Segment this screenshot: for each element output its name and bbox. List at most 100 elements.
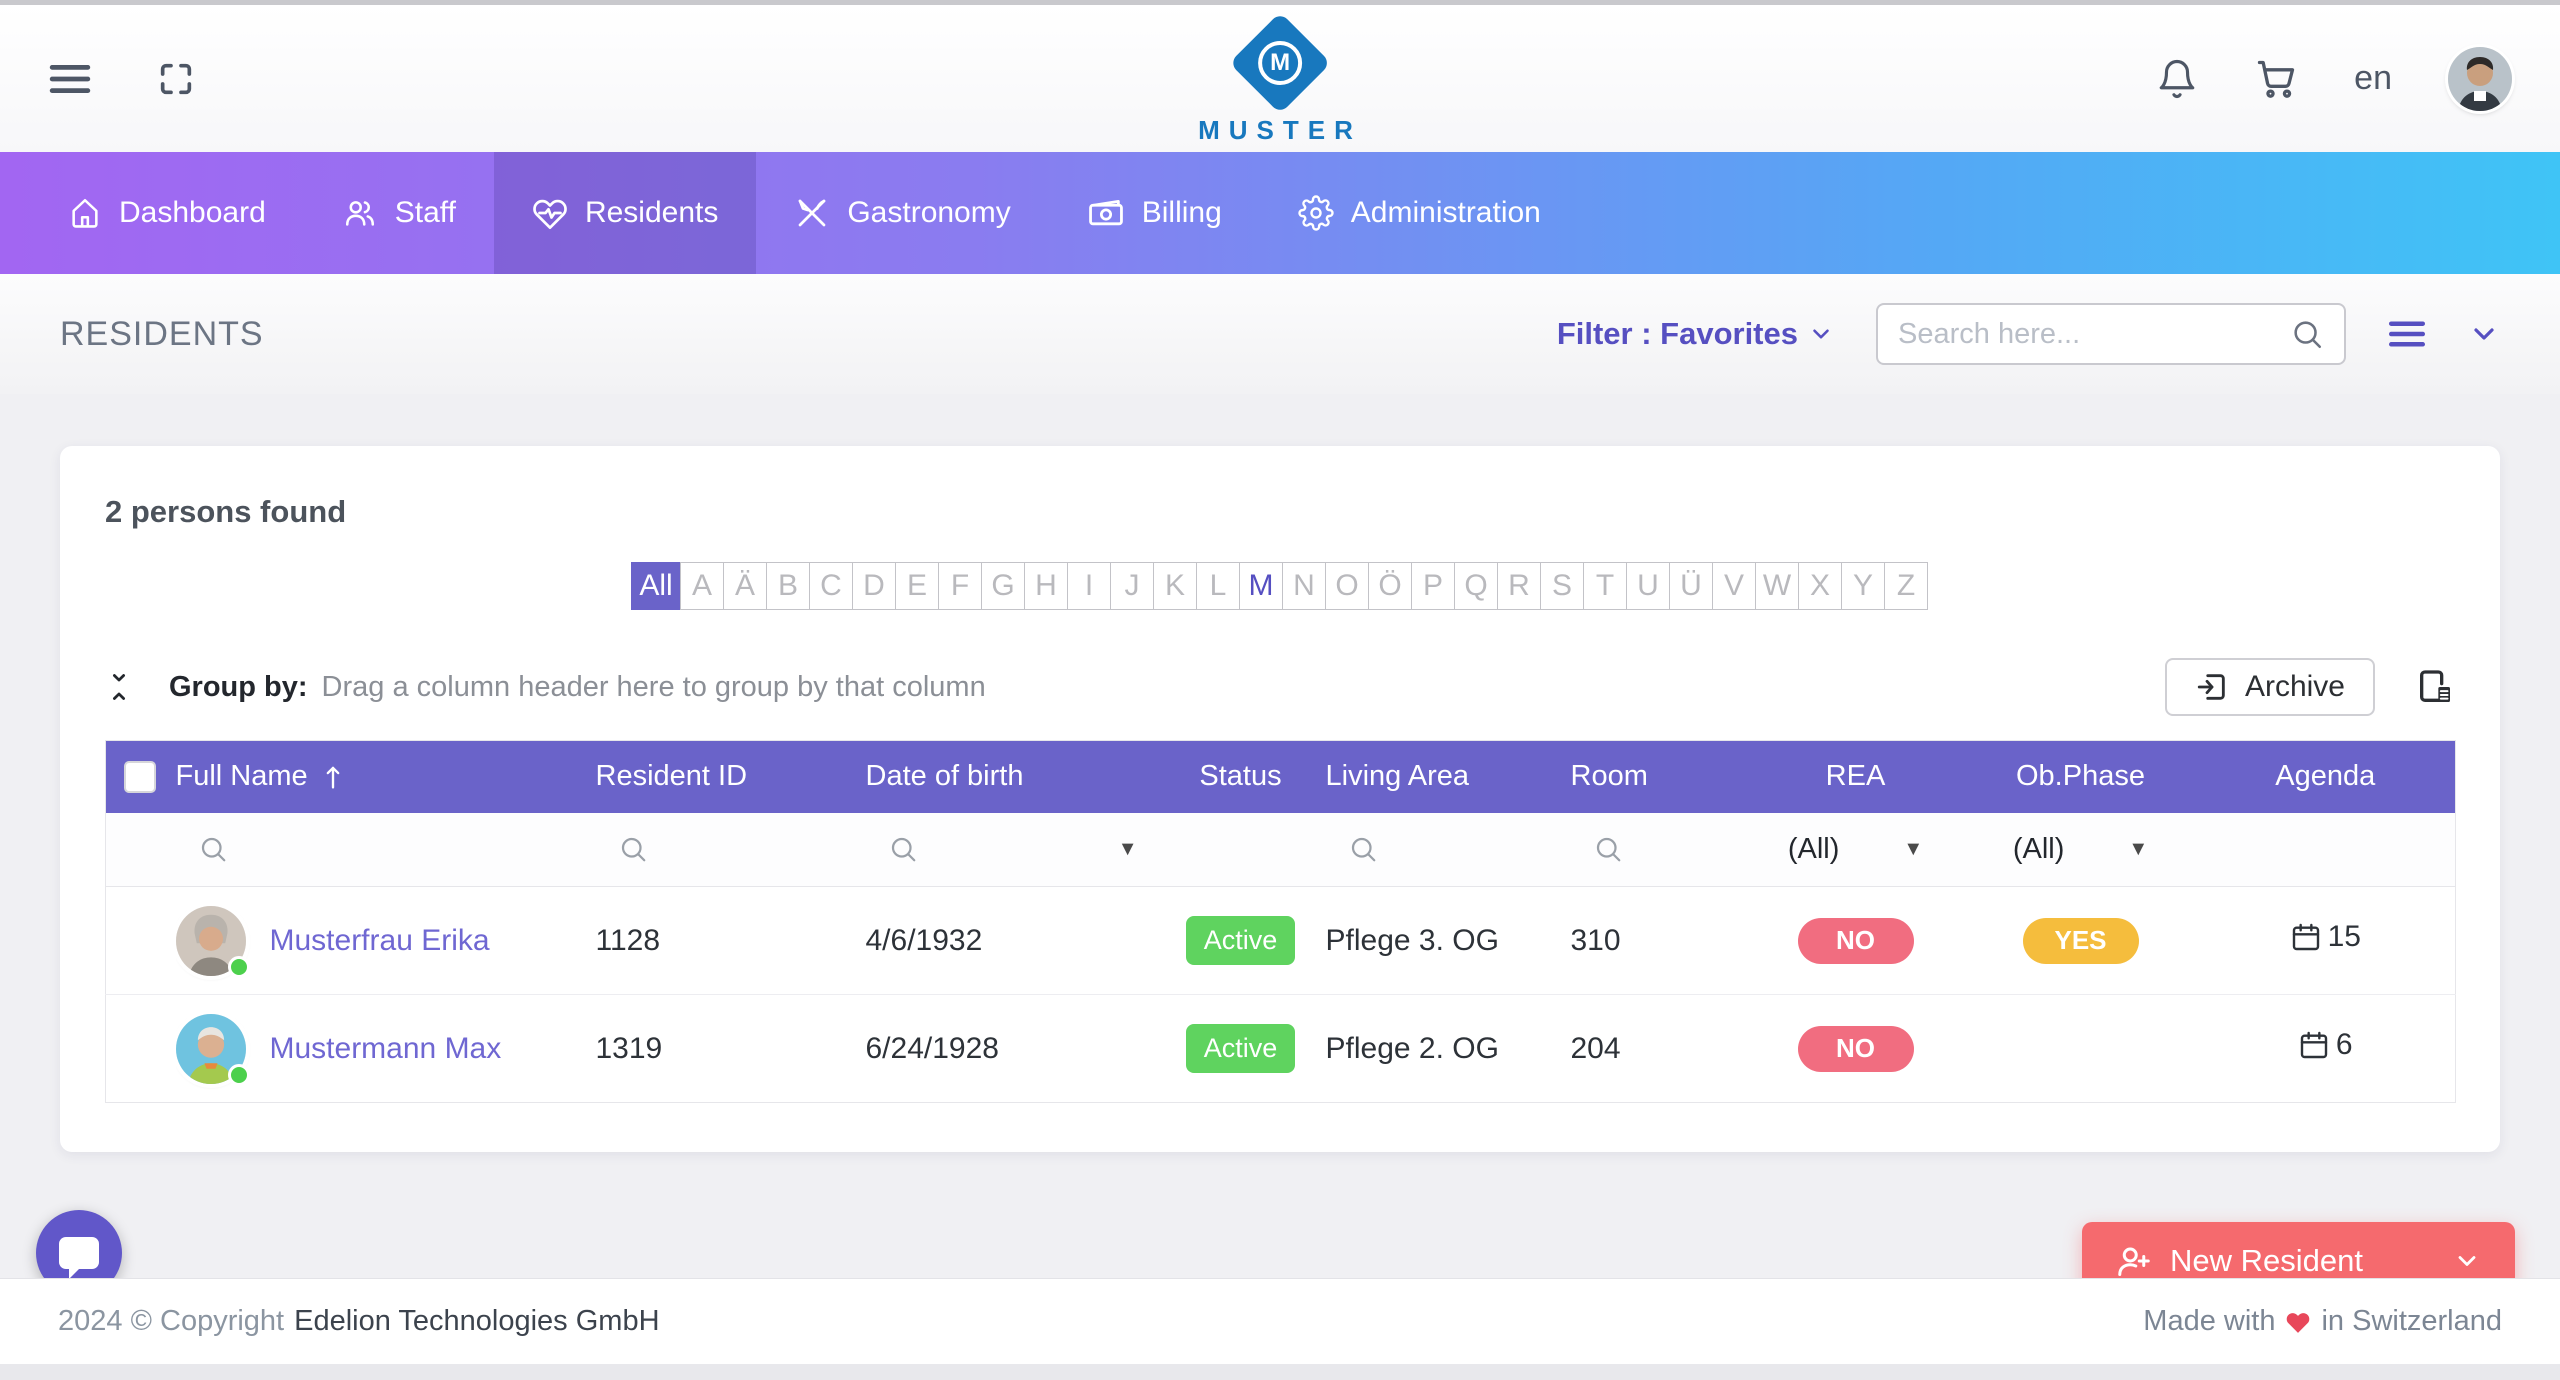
page-title: RESIDENTS [60,314,264,353]
calendar-icon [2292,923,2319,951]
alphabet-all[interactable]: All [631,562,681,610]
dropdown-triangle-icon[interactable]: ▼ [1117,838,1138,861]
search-icon [1351,838,1375,862]
language-selector[interactable]: en [2354,59,2392,97]
nav-item-dashboard[interactable]: Dashboard [30,152,304,274]
residents-card: 2 persons found All A Ä B C D E F G H I J K L M N O Ö P Q R S… [60,446,2500,1152]
alphabet-letter[interactable]: V [1712,562,1756,610]
table-row[interactable]: Musterfrau Erika 1128 4/6/1932 Active Pf… [105,886,2456,995]
col-ob-phase[interactable]: Ob.Phase [1965,740,2196,813]
cell-resident-id: 1319 [595,1031,663,1065]
nav-item-staff[interactable]: Staff [304,152,494,274]
cart-button[interactable] [2254,57,2298,101]
agenda-link[interactable]: 15 [2290,920,2361,954]
column-chooser-icon [2420,670,2450,702]
alphabet-letter[interactable]: Y [1841,562,1885,610]
alphabet-letter[interactable]: L [1196,562,1240,610]
ob-phase-badge: YES [2022,917,2139,964]
nav-label: Gastronomy [847,196,1011,229]
alphabet-letter[interactable]: H [1024,562,1068,610]
nav-label: Residents [584,196,719,229]
alphabet-letter[interactable]: Ä [723,562,767,610]
alphabet-letter[interactable]: A [680,562,724,610]
filter-room[interactable] [1571,834,1746,864]
collapse-grouppanel-button[interactable] [105,672,133,702]
notifications-button[interactable] [2156,58,2198,100]
col-resident-id[interactable]: Resident ID [595,740,866,813]
chat-bubble-icon [59,1237,99,1279]
rea-badge: NO [1797,917,1914,964]
table-row[interactable]: Mustermann Max 1319 6/24/1928 Active Pfl… [106,995,2456,1103]
collapse-icon [113,674,125,700]
online-status-dot [227,1063,250,1086]
status-badge: Active [1185,916,1296,965]
table-filter-row: ▼ (All) ▼ (All) ▼ [105,812,2456,887]
col-rea[interactable]: REA [1745,740,1966,813]
alphabet-letter[interactable]: E [895,562,939,610]
col-living-area[interactable]: Living Area [1325,740,1571,813]
search-input[interactable] [1898,317,2290,351]
filter-favorites-dropdown[interactable]: Filter : Favorites [1557,316,1834,352]
column-chooser-button[interactable] [2415,667,2455,707]
alphabet-bar: All A Ä B C D E F G H I J K L M N O Ö P Q R S T U Ü V W X Y Z [105,562,2455,610]
resident-name-link[interactable]: Musterfrau Erika [269,923,490,957]
col-status[interactable]: Status [1155,740,1326,813]
alphabet-letter[interactable]: P [1411,562,1455,610]
archive-button[interactable]: Archive [2164,658,2375,716]
alphabet-letter[interactable]: N [1282,562,1326,610]
alphabet-letter[interactable]: X [1798,562,1842,610]
nav-item-billing[interactable]: Billing [1049,152,1260,274]
alphabet-letter[interactable]: T [1583,562,1627,610]
dropdown-triangle-icon: ▼ [2128,838,2149,861]
filter-resident-id[interactable] [596,834,866,864]
new-resident-label: New Resident [2170,1243,2363,1278]
search-icon[interactable] [2290,317,2324,351]
nav-item-gastronomy[interactable]: Gastronomy [756,152,1048,274]
nav-item-administration[interactable]: Administration [1260,152,1579,274]
alphabet-letter[interactable]: G [981,562,1025,610]
user-avatar[interactable] [2448,46,2512,111]
alphabet-letter[interactable]: R [1497,562,1541,610]
results-count: 2 persons found [105,494,347,529]
alphabet-letter[interactable]: Q [1454,562,1498,610]
alphabet-letter[interactable]: O [1325,562,1369,610]
alphabet-letter[interactable]: Z [1884,562,1928,610]
alphabet-letter[interactable]: W [1755,562,1799,610]
alphabet-letter[interactable]: F [938,562,982,610]
hamburger-menu-button[interactable] [48,62,92,96]
filter-rea-select[interactable]: (All) ▼ [1746,833,1966,866]
app-logo[interactable]: M MUSTER [1198,12,1362,146]
alphabet-letter[interactable]: J [1110,562,1154,610]
alphabet-letter[interactable]: I [1067,562,1111,610]
alphabet-letter[interactable]: D [852,562,896,610]
col-full-name[interactable]: Full Name [175,740,596,813]
alphabet-letter[interactable]: U [1626,562,1670,610]
alphabet-letter[interactable]: Ö [1368,562,1412,610]
col-date-of-birth[interactable]: Date of birth [865,740,1156,813]
alphabet-letter[interactable]: K [1153,562,1197,610]
view-options-button[interactable] [2388,319,2426,349]
filter-ob-phase-select[interactable]: (All) ▼ [1966,833,2196,866]
gear-icon [1298,195,1334,231]
nav-label: Dashboard [119,196,266,229]
fork-knife-icon [798,199,826,227]
collapse-panel-button[interactable] [2468,318,2500,350]
filter-living-area[interactable] [1326,834,1571,864]
agenda-link[interactable]: 6 [2298,1028,2353,1062]
col-agenda[interactable]: Agenda [2195,740,2456,813]
alphabet-letter[interactable]: B [766,562,810,610]
col-room[interactable]: Room [1570,740,1746,813]
resident-name-link[interactable]: Mustermann Max [269,1031,502,1065]
filter-date-of-birth[interactable]: ▼ [866,834,1156,864]
cell-dob: 4/6/1932 [865,886,1156,995]
select-all-checkbox[interactable] [124,760,156,793]
alphabet-letter[interactable]: S [1540,562,1584,610]
alphabet-letter[interactable]: Ü [1669,562,1713,610]
filter-full-name[interactable] [176,834,596,864]
alphabet-letter[interactable]: C [809,562,853,610]
fullscreen-button[interactable] [156,59,196,99]
nav-item-residents[interactable]: Residents [493,152,757,274]
bell-icon [2159,59,2195,98]
brand-name: MUSTER [1198,115,1362,145]
alphabet-letter[interactable]: M [1239,562,1283,610]
